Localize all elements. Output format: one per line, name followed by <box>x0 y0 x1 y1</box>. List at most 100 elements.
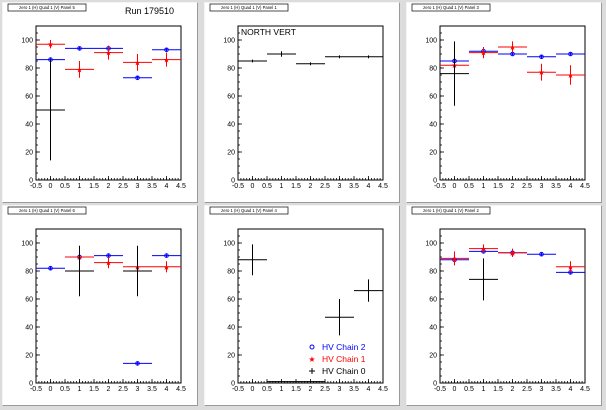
pad-background <box>2 205 198 406</box>
x-tick-label: 2 <box>107 386 111 393</box>
run-label: Run 179510 <box>125 6 174 16</box>
x-tick-label: 3 <box>136 386 140 393</box>
x-tick-label: 2 <box>107 183 111 190</box>
x-tick-label: 2.5 <box>118 386 128 393</box>
data-point <box>354 55 383 59</box>
y-tick-label: 0 <box>231 381 235 388</box>
pad-bevel-light <box>406 2 602 203</box>
y-tick-label: 100 <box>425 241 437 248</box>
x-tick-label: 3 <box>540 183 544 190</box>
x-tick-label: 2.5 <box>320 386 330 393</box>
x-tick-label: 4.5 <box>378 183 388 190</box>
circle-marker <box>48 265 53 271</box>
y-tick-label: 0 <box>433 178 437 185</box>
legend-label: HV Chain 0 <box>322 366 366 376</box>
y-tick-label: 80 <box>429 269 437 276</box>
x-tick-label: 4.5 <box>378 386 388 393</box>
y-tick-label: 80 <box>25 269 33 276</box>
circle-marker <box>135 361 140 366</box>
data-point: ★ <box>440 251 469 266</box>
y-tick-label: 80 <box>429 66 437 73</box>
data-point: ★ <box>152 261 181 273</box>
data-point: ★ <box>498 41 527 53</box>
pad-4: zero 1 (H) Quad 1 (V) Panel 6-0.5 0 0.5 1 1.… <box>2 205 198 406</box>
x-tick-label: 1 <box>280 183 284 190</box>
y-tick-label: 100 <box>223 241 235 248</box>
star-marker: ★ <box>163 56 170 65</box>
pad-background <box>204 2 400 203</box>
data-point <box>469 258 498 301</box>
x-tick-label: 0.5 <box>464 386 474 393</box>
x-tick-label: 2.5 <box>118 183 128 190</box>
data-point <box>36 59 65 161</box>
panel-label: NORTH VERT <box>241 27 296 37</box>
star-marker: ★ <box>105 259 112 268</box>
data-point <box>267 51 296 57</box>
x-tick-label: 2 <box>511 183 515 190</box>
pad-title-box <box>411 206 491 215</box>
data-point <box>152 47 181 53</box>
pad-title: zero 1 (H) Quad 1 (V) Panel 4 <box>221 208 277 213</box>
pad-bevel-light <box>204 205 400 406</box>
y-tick-label: 80 <box>25 66 33 73</box>
x-tick-label: 0 <box>49 183 53 190</box>
data-point <box>527 54 556 60</box>
pad-bevel-dark <box>2 2 198 203</box>
y-tick-label: 20 <box>25 150 33 157</box>
data-point <box>296 62 325 66</box>
x-tick-label: 1.5 <box>493 183 503 190</box>
x-tick-label: -0.5 <box>30 386 42 393</box>
pad-5: zero 1 (H) Quad 1 (V) Panel 4-0.5 0 0.5 1 1.… <box>204 205 400 406</box>
y-tick-label: 80 <box>227 269 235 276</box>
pad-title: zero 1 (H) Quad 1 (V) Panel 1 <box>221 5 277 10</box>
series-hv-chain-1: ★★★★★ <box>440 41 585 85</box>
pad-bevel-light <box>406 205 602 406</box>
data-point: ★ <box>556 65 585 85</box>
pad-bevel-light <box>2 2 198 203</box>
y-tick-label: 60 <box>25 297 33 304</box>
pad-background <box>204 205 400 406</box>
x-tick-label: -0.5 <box>434 386 446 393</box>
x-tick-label: 3.5 <box>349 183 359 190</box>
x-tick-label: 1.5 <box>291 183 301 190</box>
data-point: ★ <box>556 261 585 273</box>
star-marker: ★ <box>451 254 458 263</box>
y-tick-label: 0 <box>29 178 33 185</box>
x-tick-label: 0 <box>251 386 255 393</box>
circle-marker <box>568 51 573 57</box>
data-point: ★ <box>65 61 94 78</box>
x-tick-label: 0.5 <box>60 183 70 190</box>
data-point <box>354 279 383 302</box>
x-tick-label: 2 <box>309 386 313 393</box>
x-tick-label: 4 <box>367 183 371 190</box>
circle-marker <box>135 75 140 81</box>
x-tick-label: 4 <box>569 183 573 190</box>
data-point: ★ <box>94 45 123 60</box>
y-tick-label: 0 <box>433 381 437 388</box>
data-point <box>36 265 65 271</box>
y-tick-label: 60 <box>227 297 235 304</box>
pad-title: zero 1 (H) Quad 1 (V) Panel 3 <box>423 5 479 10</box>
y-tick-label: 60 <box>25 94 33 101</box>
star-marker: ★ <box>567 71 574 80</box>
star-marker: ★ <box>163 263 170 272</box>
series-hv-chain-0 <box>65 245 152 297</box>
series-hv-chain-0 <box>238 51 383 66</box>
data-point <box>238 244 267 276</box>
pad-background <box>406 2 602 203</box>
x-tick-label: 3.5 <box>147 386 157 393</box>
pad-2: zero 1 (H) Quad 1 (V) Panel 1-0.5 0 0.5 1 1.… <box>204 2 400 203</box>
pad-bevel-light <box>204 2 400 203</box>
x-tick-label: 2 <box>309 183 313 190</box>
pad-bevel-dark <box>204 205 400 406</box>
y-tick-label: 40 <box>227 122 235 129</box>
x-tick-label: 2.5 <box>522 183 532 190</box>
data-point <box>325 55 354 59</box>
data-point <box>123 245 152 297</box>
x-tick-label: 0.5 <box>262 183 272 190</box>
data-point <box>152 253 181 258</box>
data-point: ★ <box>527 63 556 81</box>
data-point: ★ <box>498 248 527 258</box>
data-point: ★ <box>152 52 181 67</box>
y-tick-label: 80 <box>227 66 235 73</box>
